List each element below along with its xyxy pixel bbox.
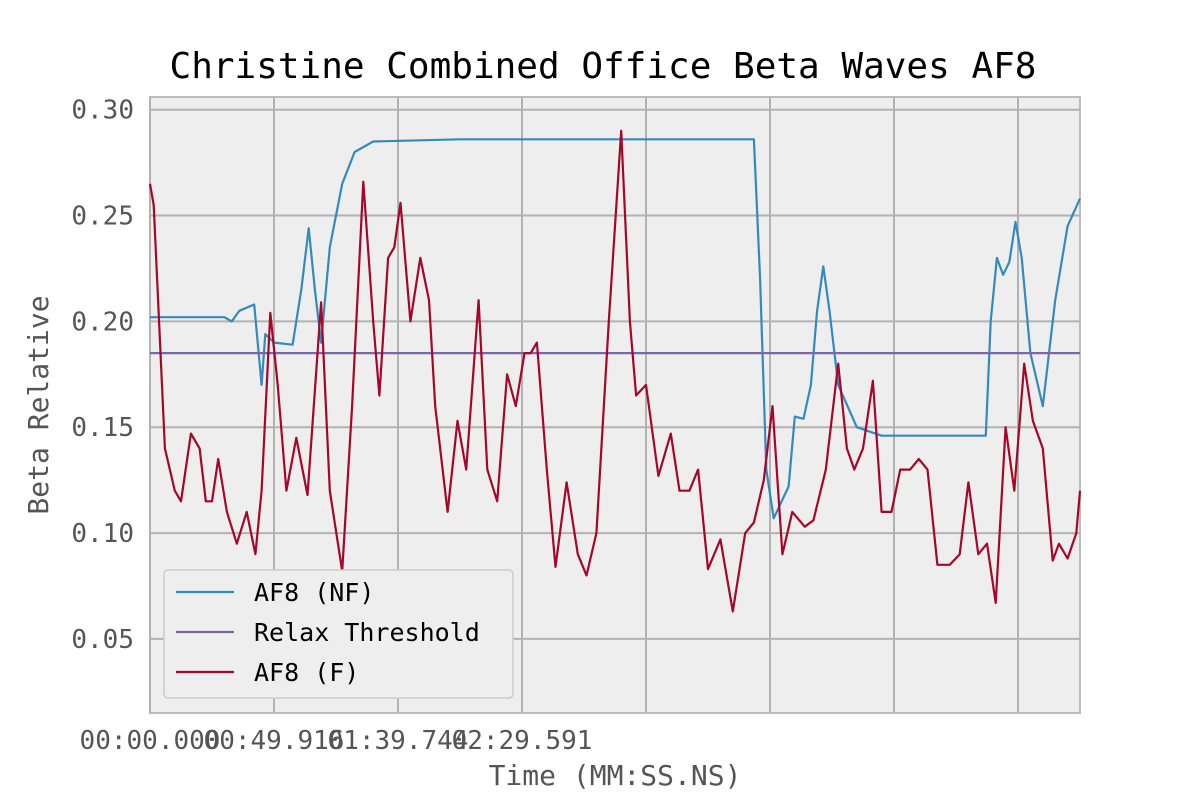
series-lines <box>148 129 1082 613</box>
legend-label-relax-threshold: Relax Threshold <box>254 618 480 647</box>
y-axis-label: Beta Relative <box>22 295 55 514</box>
y-tick-label: 0.05 <box>71 625 134 655</box>
series-line-af8-f <box>148 129 1082 613</box>
chart-title: Christine Combined Office Beta Waves AF8 <box>170 46 1037 87</box>
x-tick-label: 01:39.744 <box>328 726 469 756</box>
y-tick-label: 0.25 <box>71 202 134 232</box>
x-axis-label: Time (MM:SS.NS) <box>489 759 742 792</box>
x-tick-label: 02:29.591 <box>452 726 593 756</box>
legend-box <box>163 569 514 699</box>
y-tick-label: 0.30 <box>71 96 134 126</box>
x-tick-label: 00:49.916 <box>204 726 345 756</box>
y-tick-label: 0.15 <box>71 413 134 443</box>
legend-label-af8-f: AF8 (F) <box>254 658 359 687</box>
y-tick-label: 0.20 <box>71 307 134 337</box>
series-line-af8-nf <box>150 138 1082 520</box>
y-tick-label: 0.10 <box>71 519 134 549</box>
y-tick-labels: 0.05 0.10 0.15 0.20 0.25 0.30 <box>71 96 134 655</box>
x-tick-label: 00:00.000 <box>80 726 221 756</box>
legend-label-af8-nf: AF8 (NF) <box>254 578 374 607</box>
legend: AF8 (NF) Relax Threshold AF8 (F) <box>163 569 514 699</box>
